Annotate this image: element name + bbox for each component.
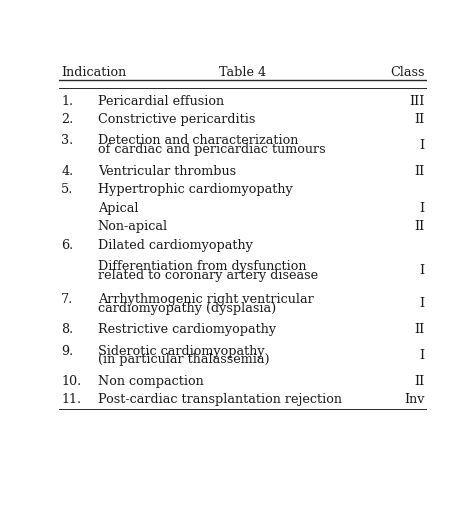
Text: Post-cardiac transplantation rejection: Post-cardiac transplantation rejection bbox=[98, 393, 342, 406]
Text: 7.: 7. bbox=[61, 293, 73, 306]
Text: 1.: 1. bbox=[61, 95, 73, 108]
Text: Hypertrophic cardiomyopathy: Hypertrophic cardiomyopathy bbox=[98, 183, 292, 196]
Text: Siderotic cardiomyopathy: Siderotic cardiomyopathy bbox=[98, 345, 264, 358]
Text: II: II bbox=[415, 113, 425, 126]
Text: Table 4: Table 4 bbox=[219, 66, 266, 79]
Text: Non compaction: Non compaction bbox=[98, 375, 203, 388]
Text: 11.: 11. bbox=[61, 393, 81, 406]
Text: I: I bbox=[419, 139, 425, 152]
Text: II: II bbox=[415, 375, 425, 388]
Text: 4.: 4. bbox=[61, 165, 73, 178]
Text: 8.: 8. bbox=[61, 323, 73, 336]
Text: 3.: 3. bbox=[61, 134, 73, 147]
Text: Indication: Indication bbox=[61, 66, 127, 79]
Text: 9.: 9. bbox=[61, 345, 73, 358]
Text: II: II bbox=[415, 220, 425, 233]
Text: I: I bbox=[419, 202, 425, 214]
Text: Detection and characterization: Detection and characterization bbox=[98, 134, 298, 147]
Text: I: I bbox=[419, 265, 425, 278]
Text: Apical: Apical bbox=[98, 202, 138, 214]
Text: II: II bbox=[415, 323, 425, 336]
Text: 5.: 5. bbox=[61, 183, 73, 196]
Text: 2.: 2. bbox=[61, 113, 73, 126]
Text: I: I bbox=[419, 349, 425, 362]
Text: Non-apical: Non-apical bbox=[98, 220, 168, 233]
Text: Differentiation from dysfunction: Differentiation from dysfunction bbox=[98, 260, 306, 273]
Text: Inv: Inv bbox=[404, 393, 425, 406]
Text: cardiomyopathy (dysplasia): cardiomyopathy (dysplasia) bbox=[98, 302, 276, 315]
Text: Constrictive pericarditis: Constrictive pericarditis bbox=[98, 113, 255, 126]
Text: related to coronary artery disease: related to coronary artery disease bbox=[98, 269, 318, 282]
Text: III: III bbox=[410, 95, 425, 108]
Text: Restrictive cardiomyopathy: Restrictive cardiomyopathy bbox=[98, 323, 276, 336]
Text: Ventricular thrombus: Ventricular thrombus bbox=[98, 165, 236, 178]
Text: (in particular thalassemia): (in particular thalassemia) bbox=[98, 354, 269, 367]
Text: Pericardial effusion: Pericardial effusion bbox=[98, 95, 224, 108]
Text: I: I bbox=[419, 298, 425, 311]
Text: Dilated cardiomyopathy: Dilated cardiomyopathy bbox=[98, 238, 253, 252]
Text: Arrhythmogenic right ventricular: Arrhythmogenic right ventricular bbox=[98, 293, 314, 306]
Text: of cardiac and pericardiac tumours: of cardiac and pericardiac tumours bbox=[98, 143, 326, 156]
Text: II: II bbox=[415, 165, 425, 178]
Text: 6.: 6. bbox=[61, 238, 73, 252]
Text: Class: Class bbox=[390, 66, 425, 79]
Text: 10.: 10. bbox=[61, 375, 82, 388]
